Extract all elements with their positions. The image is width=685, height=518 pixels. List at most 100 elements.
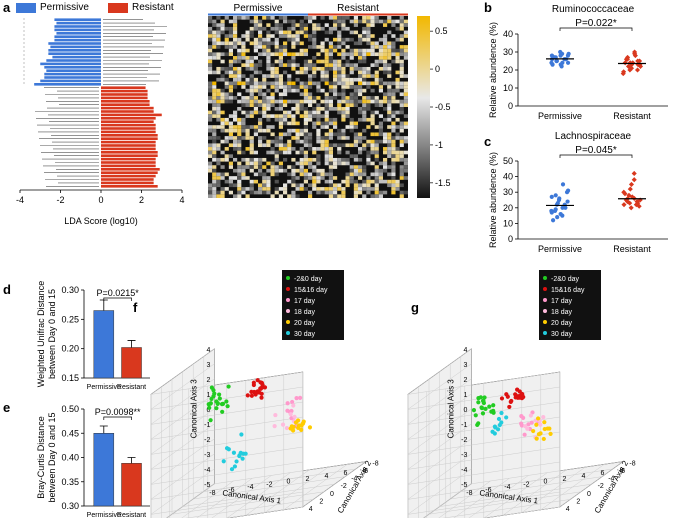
- heatmap-cell: [328, 183, 333, 188]
- heatmap-cell: [258, 34, 263, 38]
- heatmap-cell: [320, 88, 325, 93]
- heatmap-cell: [328, 59, 333, 64]
- heatmap-cell: [270, 16, 275, 20]
- heatmap-cell: [258, 99, 263, 104]
- heatmap-cell: [316, 176, 321, 180]
- heatmap-cell: [253, 190, 258, 195]
- heatmap-cell: [208, 143, 213, 148]
- heatmap-cell: [249, 19, 254, 24]
- heatmap-cell: [337, 30, 342, 35]
- heatmap-cell: [358, 99, 363, 104]
- heatmap-cell: [270, 96, 275, 100]
- lda-bar-resistant: [101, 171, 158, 174]
- barchart-sig-bracket: [103, 416, 132, 420]
- heatmap-cell: [212, 37, 217, 42]
- scatter3d-point: [217, 392, 222, 397]
- heatmap-cell: [216, 143, 221, 148]
- heatmap-cell: [208, 150, 213, 155]
- heatmap-cell: [303, 172, 308, 177]
- heatmap-cell: [216, 26, 221, 31]
- heatmap-cell: [345, 85, 350, 89]
- heatmap-cell: [387, 117, 392, 122]
- heatmap-cell: [212, 172, 217, 177]
- lda-bar-resistant: [101, 89, 148, 93]
- heatmap-cell: [349, 154, 354, 158]
- heatmap-cell: [216, 37, 221, 42]
- scatter3d-grid: [428, 491, 582, 515]
- dotplot-sig-bracket: [559, 154, 633, 158]
- scatter3d-legend-marker: [543, 276, 547, 280]
- dotplot-y-tick-label: 40: [503, 172, 513, 182]
- heatmap-cell: [220, 128, 225, 133]
- heatmap-cell: [245, 16, 250, 20]
- heatmap-cell: [337, 103, 342, 107]
- heatmap-cell: [283, 114, 288, 118]
- scatter3d-point: [289, 408, 294, 414]
- heatmap-cell: [299, 132, 304, 137]
- lda-bar-permissive: [48, 49, 101, 52]
- scatter3d-point: [519, 414, 524, 419]
- heatmap-cell: [253, 150, 258, 155]
- dotplot-pvalue: P=0.022*: [575, 18, 617, 29]
- heatmap-cell: [274, 30, 279, 35]
- heatmap-cell: [220, 96, 225, 100]
- scatter3d-point: [251, 380, 256, 385]
- dotplot-x-tick-label: Resistant: [613, 111, 651, 121]
- heatmap-cell: [316, 88, 321, 93]
- heatmap-cell: [249, 96, 254, 100]
- heatmap-cell: [278, 150, 283, 155]
- heatmap-cell: [220, 66, 225, 71]
- scatter3d-point: [479, 405, 485, 411]
- heatmap-cell: [249, 139, 254, 144]
- heatmap-cell: [208, 70, 213, 75]
- heatmap-cell: [320, 77, 325, 82]
- heatmap-cell: [374, 139, 379, 144]
- heatmap-cell: [295, 30, 300, 35]
- heatmap-cell: [224, 96, 229, 100]
- heatmap-cell: [387, 114, 392, 118]
- heatmap-cell: [341, 77, 346, 82]
- heatmap-cell: [278, 85, 283, 89]
- heatmap-cell: [274, 88, 279, 93]
- heatmap-cell: [245, 165, 250, 169]
- heatmap-cell: [224, 85, 229, 89]
- heatmap-cell: [337, 99, 342, 104]
- heatmap-cell: [391, 45, 396, 49]
- heatmap-cell: [337, 136, 342, 140]
- heatmap-cell: [274, 74, 279, 78]
- heatmap-cell: [241, 103, 246, 107]
- heatmap-cell: [291, 190, 296, 195]
- heatmap-cell: [291, 157, 296, 162]
- heatmap-cell: [362, 117, 367, 122]
- scatter3d-x-tick-label: 6: [343, 470, 347, 477]
- heatmap-cell: [403, 161, 408, 166]
- heatmap-cell: [299, 70, 304, 75]
- scatter3d-z-tick-label: -1: [461, 422, 467, 429]
- heatmap-cell: [270, 103, 275, 107]
- heatmap-cell: [374, 143, 379, 148]
- heatmap-cell: [241, 99, 246, 104]
- heatmap-cell: [253, 157, 258, 162]
- heatmap-cell: [303, 128, 308, 133]
- heatmap-cell: [283, 70, 288, 75]
- heatmap-cell: [395, 81, 400, 86]
- lda-bar-resistant: [101, 93, 148, 96]
- heatmap-cell: [345, 114, 350, 118]
- scatter3d-y-tick-label: -8: [629, 460, 635, 467]
- heatmap-cell: [328, 136, 333, 140]
- heatmap-cell: [349, 81, 354, 86]
- heatmap-cell: [237, 168, 242, 173]
- heatmap-cell: [366, 99, 371, 104]
- heatmap-cell: [333, 63, 338, 67]
- heatmap-cell: [287, 88, 292, 93]
- heatmap-cell: [387, 107, 392, 111]
- heatmap-cell: [353, 19, 358, 24]
- heatmap-cell: [262, 114, 267, 118]
- heatmap-cell: [303, 121, 308, 126]
- heatmap-cell: [391, 179, 396, 184]
- heatmap-cell: [308, 77, 313, 82]
- heatmap-cell: [208, 45, 213, 49]
- heatmap-cell: [233, 37, 238, 42]
- heatmap-cell: [274, 70, 279, 75]
- heatmap-cell: [208, 81, 213, 86]
